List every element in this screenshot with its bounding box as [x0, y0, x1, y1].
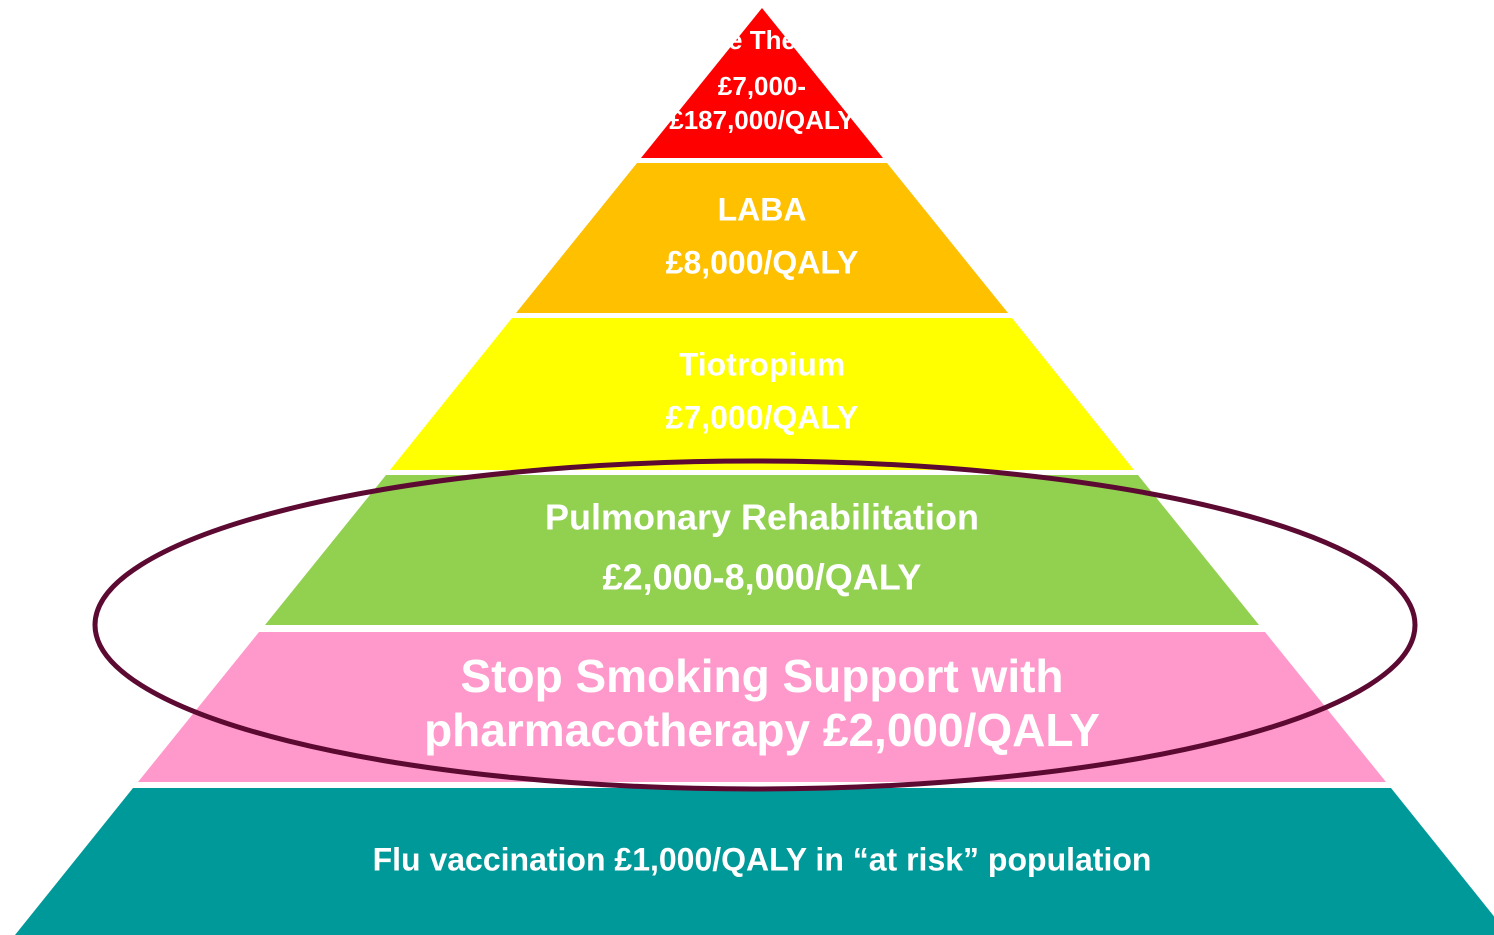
tier-3: [390, 318, 1134, 470]
tier-1: [641, 8, 883, 158]
tier-5: [138, 632, 1386, 782]
tier-text: LABA: [718, 191, 807, 227]
tier-text: Tiotropium: [679, 346, 846, 382]
tier-text: £7,000-: [718, 71, 806, 101]
highlight-ellipse: [92, 458, 1418, 792]
tier-2: [516, 163, 1008, 313]
tier-text: Flu vaccination £1,000/QALY in “at risk”…: [373, 841, 1152, 877]
tier-text: Stop Smoking Support with: [460, 650, 1063, 702]
tier-text: £7,000/QALY: [666, 399, 859, 435]
tier-text: pharmacotherapy £2,000/QALY: [424, 704, 1100, 756]
tier-text: £2,000-8,000/QALY: [603, 557, 922, 598]
tier-4: [265, 475, 1259, 625]
tier-6: [15, 788, 1494, 935]
tier-text: £187,000/QALY: [669, 105, 855, 135]
tier-text: £8,000/QALY: [666, 244, 859, 280]
tier-text: Pulmonary Rehabilitation: [545, 497, 979, 538]
tier-text: Triple Therapy: [673, 25, 851, 55]
